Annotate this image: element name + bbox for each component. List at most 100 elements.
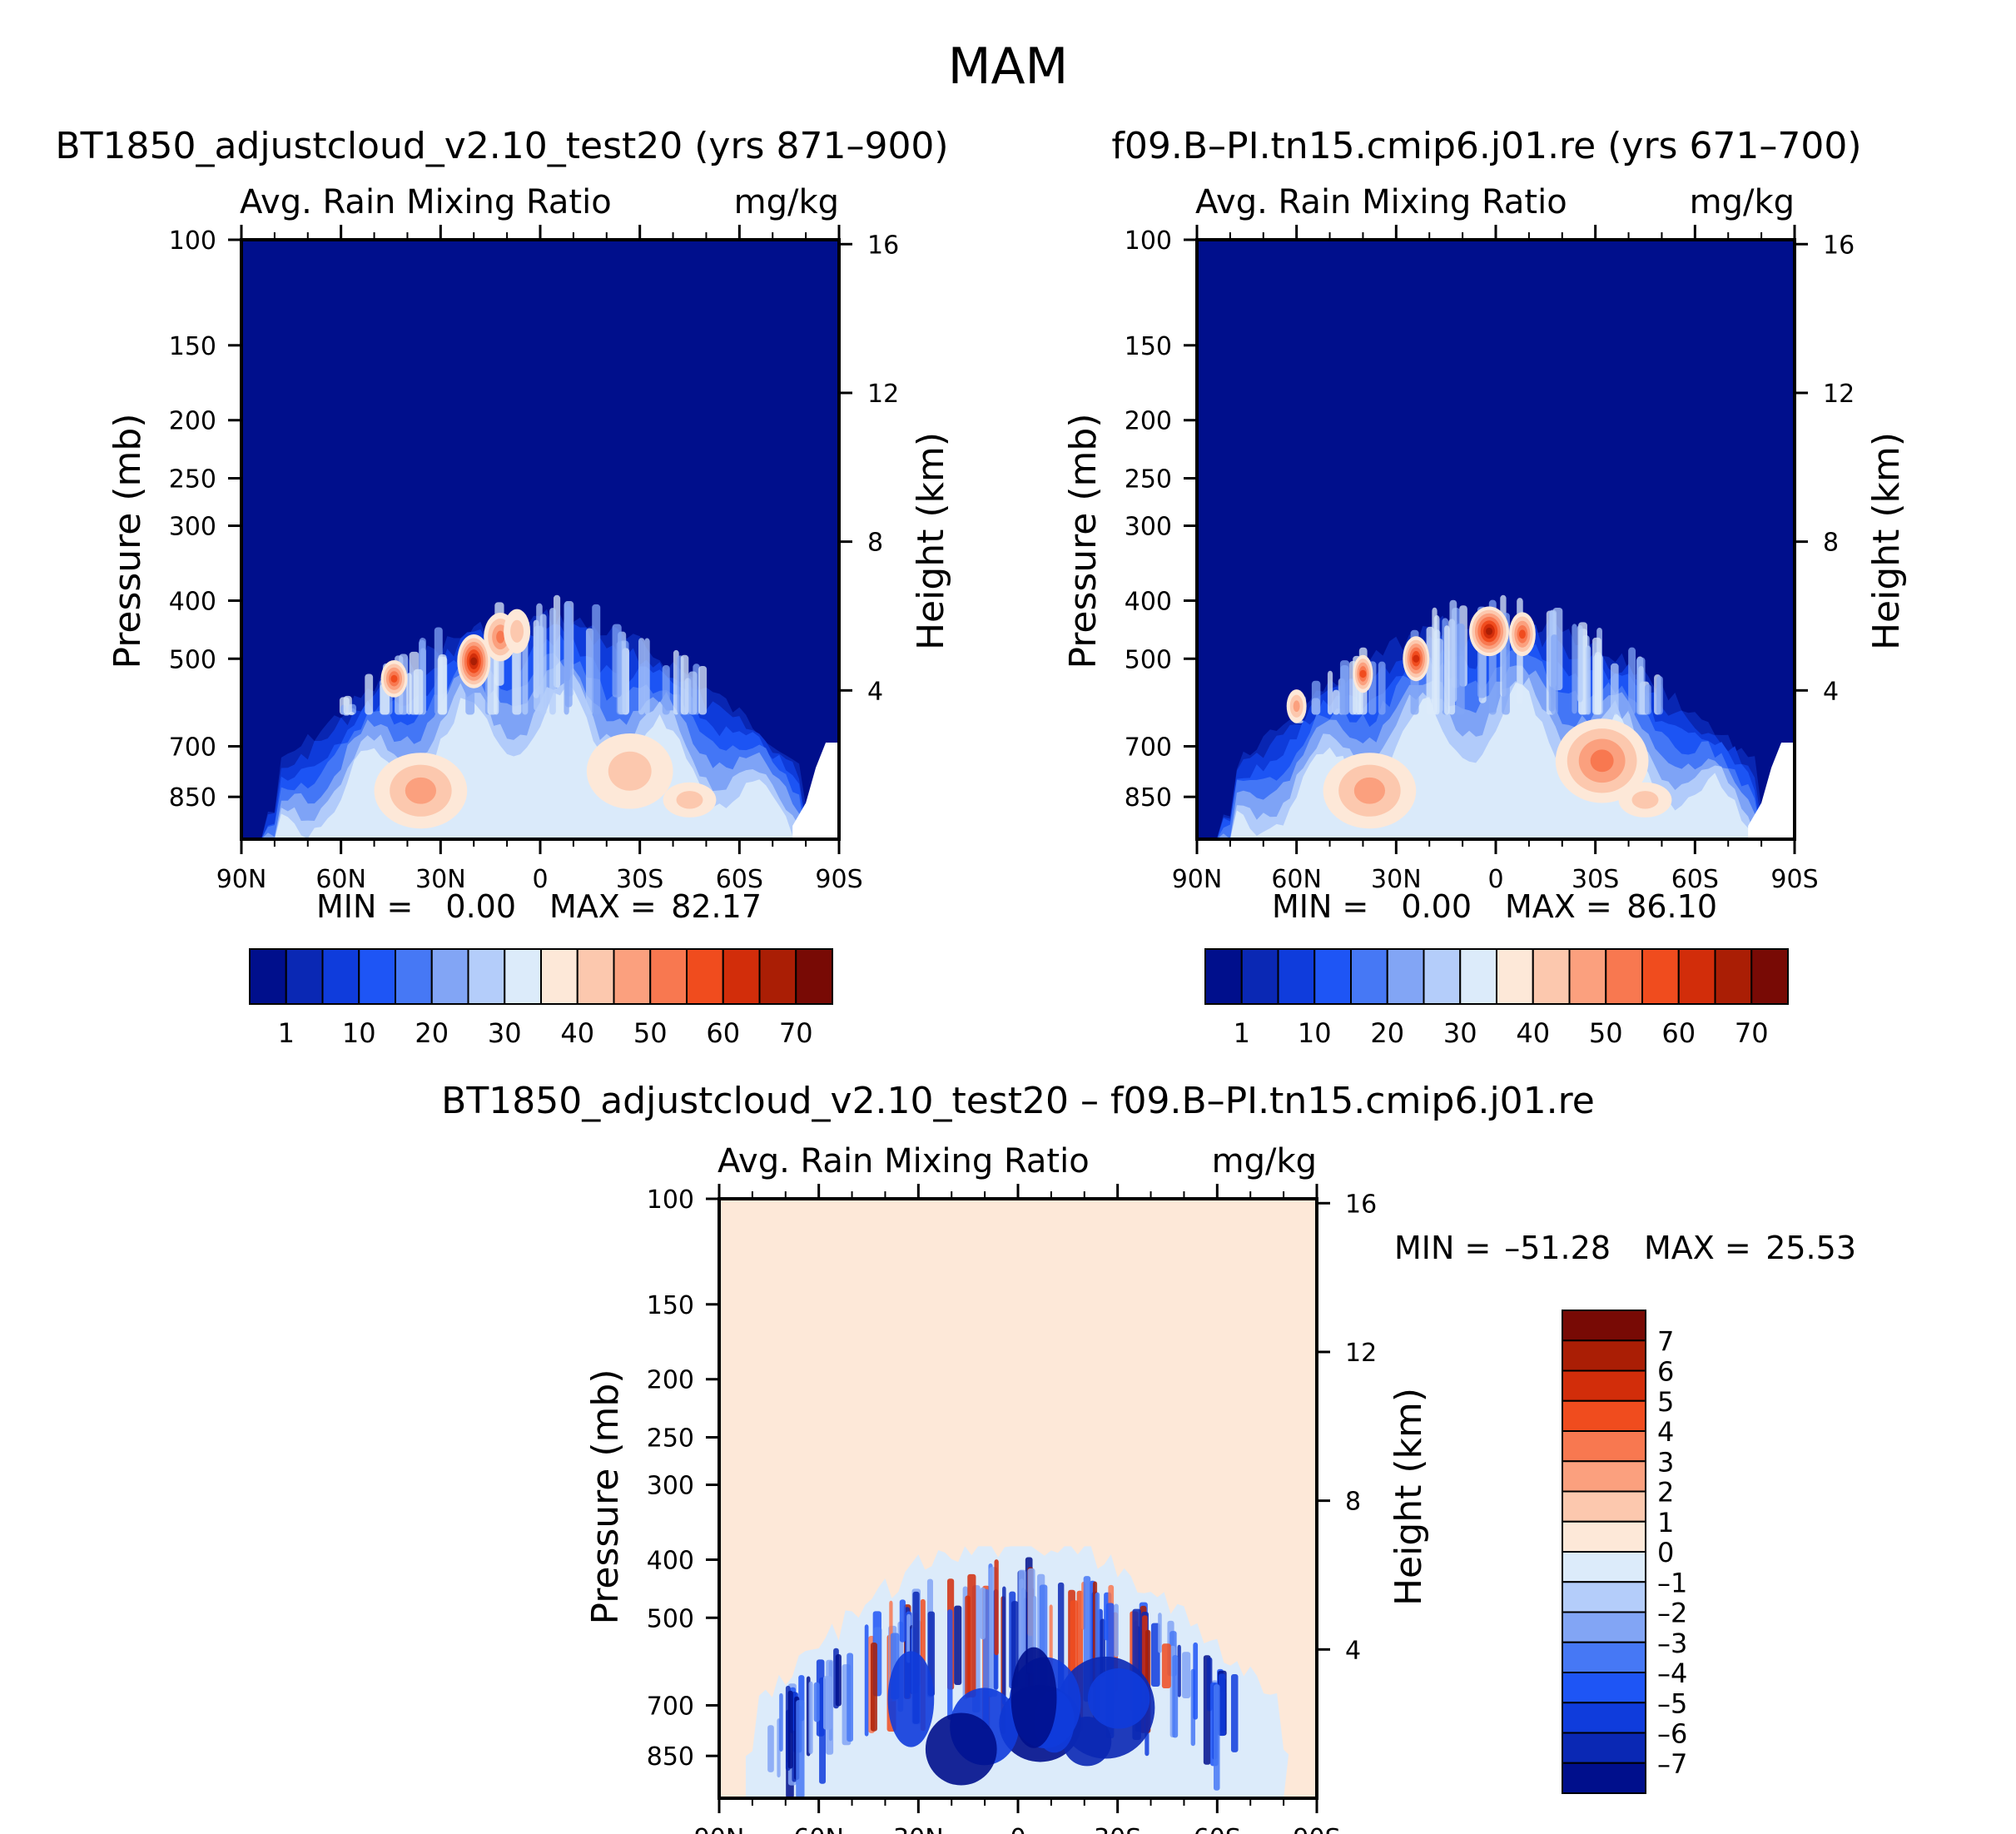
field-blob [1590, 749, 1614, 773]
panel-c-left-string: Avg. Rain Mixing Ratio [718, 1142, 1090, 1180]
colorbar-box [1562, 1430, 1646, 1463]
field-streak [1611, 663, 1619, 715]
field-streak [1332, 689, 1340, 715]
colorbar-label: 70 [1735, 1017, 1769, 1049]
colorbar-label: 1 [278, 1017, 295, 1049]
field-streak [1551, 634, 1558, 715]
colorbar-box [467, 948, 506, 1005]
y-tick-label: 400 [1125, 587, 1172, 616]
field-streak [644, 638, 650, 715]
field-blob [1518, 629, 1526, 639]
panel-c-plot [719, 1199, 1317, 1798]
colorbar-box [1562, 1611, 1646, 1643]
field-streak [1114, 1603, 1119, 1658]
colorbar-label: –5 [1657, 1687, 1687, 1719]
y-tick-label: 400 [647, 1546, 694, 1575]
colorbar-box [1313, 948, 1352, 1005]
colorbar-box [1562, 1339, 1646, 1372]
panel-c-ylabel: Pressure (mb) [584, 1369, 627, 1625]
field-blob [887, 1651, 935, 1747]
y-tick-label: 150 [169, 332, 216, 361]
panel-b-right-string: mg/kg [1690, 183, 1795, 221]
panel-c-axes: 90N 60N 30N 0 30S 60S 90S 100 150 200 250 300 400 500… [647, 1184, 1377, 1834]
y-tick-label: 850 [647, 1742, 694, 1772]
colorbar-box [1459, 948, 1497, 1005]
colorbar-box [1562, 1490, 1646, 1523]
colorbar-box [1641, 948, 1680, 1005]
field-streak [899, 1599, 906, 1643]
field-streak [1182, 1652, 1191, 1699]
colorbar-label: 5 [1657, 1386, 1674, 1418]
field-streak [787, 1690, 793, 1769]
field-blob [608, 751, 652, 791]
colorbar-label: 30 [1443, 1017, 1477, 1049]
y-tick-label: 400 [169, 587, 216, 616]
colorbar-label: –7 [1657, 1748, 1687, 1780]
colorbar-box [686, 948, 724, 1005]
panel-a-ylabel: Pressure (mb) [107, 414, 149, 669]
field-streak [592, 604, 601, 715]
colorbar-box [1350, 948, 1388, 1005]
yr-tick-label: 12 [867, 380, 899, 409]
colorbar-box [1568, 948, 1607, 1005]
colorbar-label: 3 [1657, 1446, 1674, 1478]
field-streak [698, 665, 708, 715]
x-tick-label: 60S [1194, 1824, 1241, 1834]
field-streak [994, 1559, 999, 1656]
colorbar-label: 4 [1657, 1416, 1674, 1448]
colorbar-box [1562, 1460, 1646, 1493]
x-tick-label: 30N [893, 1824, 944, 1834]
y-tick-label: 200 [1125, 407, 1172, 436]
colorbar-box [1532, 948, 1571, 1005]
panel-c-title: BT1850_adjustcloud_v2.10_test20 – f09.B–… [441, 1080, 1595, 1122]
panel-c-right-string: mg/kg [1212, 1142, 1317, 1180]
field-blob [1486, 627, 1493, 635]
colorbar-box [1386, 948, 1425, 1005]
colorbar-box [504, 948, 542, 1005]
x-tick-label: 30S [1094, 1824, 1141, 1834]
y-tick-label: 850 [1125, 783, 1172, 813]
panel-a-plot [241, 240, 839, 839]
x-tick-label: 0 [1487, 865, 1503, 894]
field-streak [1214, 1684, 1220, 1791]
colorbar-label: 10 [1298, 1017, 1332, 1049]
yr-tick-label: 16 [1823, 231, 1855, 260]
colorbar-label: 40 [1516, 1017, 1550, 1049]
field-streak [1327, 670, 1333, 715]
panel-a-max-label: MAX = [549, 888, 657, 925]
y-tick-label: 150 [647, 1291, 694, 1320]
field-streak [1177, 1644, 1181, 1697]
colorbar-box [795, 948, 833, 1005]
field-streak [1594, 652, 1601, 715]
panel-a: BT1850_adjustcloud_v2.10_test20 (yrs 871… [55, 125, 952, 1049]
field-streak [1002, 1586, 1006, 1705]
y-tick-label: 500 [169, 645, 216, 674]
field-streak [662, 665, 670, 715]
field-streak [1218, 1673, 1226, 1737]
field-streak [1150, 1623, 1160, 1687]
panel-b-min-value: 0.00 [1401, 888, 1472, 925]
x-tick-label: 60S [1671, 865, 1719, 894]
field-streak [413, 668, 424, 715]
y-tick-label: 300 [169, 513, 216, 542]
panel-a-left-string: Avg. Rain Mixing Ratio [240, 183, 612, 221]
x-tick-label: 60N [315, 865, 366, 894]
field-streak [1378, 661, 1386, 715]
field-streak [534, 625, 544, 711]
colorbar-box [1714, 948, 1753, 1005]
yr-tick-label: 12 [1345, 1339, 1377, 1368]
panel-b-left-string: Avg. Rain Mixing Ratio [1195, 183, 1567, 221]
field-streak [688, 671, 698, 715]
field-streak [1230, 1674, 1239, 1752]
colorbar-box [649, 948, 688, 1005]
panel-c-min-label: MIN = [1394, 1230, 1491, 1266]
field-blob [676, 791, 703, 809]
y-tick-label: 250 [169, 465, 216, 495]
colorbar-box [1562, 1399, 1646, 1432]
yr-tick-label: 8 [1345, 1488, 1361, 1517]
y-tick-label: 500 [1125, 645, 1172, 674]
yr-tick-label: 4 [867, 677, 883, 706]
field-streak [808, 1681, 813, 1754]
terrain-mask [1748, 742, 1795, 839]
colorbar-box [1496, 948, 1534, 1005]
